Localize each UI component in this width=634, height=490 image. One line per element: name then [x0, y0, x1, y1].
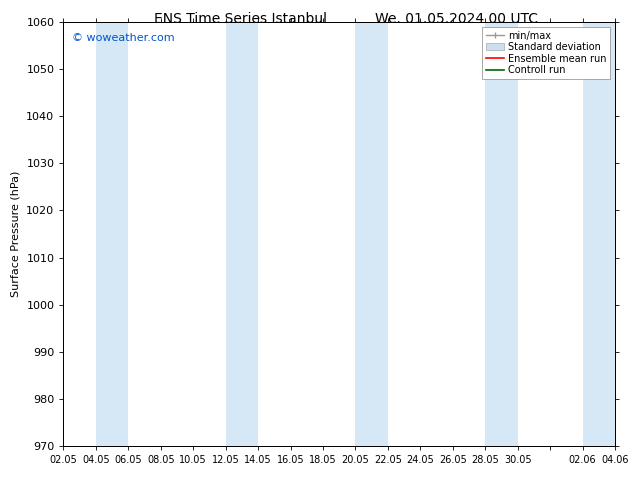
- Bar: [583, 22, 615, 446]
- Text: We. 01.05.2024 00 UTC: We. 01.05.2024 00 UTC: [375, 12, 538, 26]
- Text: © woweather.com: © woweather.com: [72, 33, 174, 43]
- Bar: [226, 22, 258, 446]
- Bar: [96, 22, 128, 446]
- Bar: [356, 22, 388, 446]
- Y-axis label: Surface Pressure (hPa): Surface Pressure (hPa): [11, 171, 21, 297]
- Legend: min/max, Standard deviation, Ensemble mean run, Controll run: min/max, Standard deviation, Ensemble me…: [482, 27, 610, 79]
- Bar: [485, 22, 517, 446]
- Text: ENS Time Series Istanbul: ENS Time Series Istanbul: [155, 12, 327, 26]
